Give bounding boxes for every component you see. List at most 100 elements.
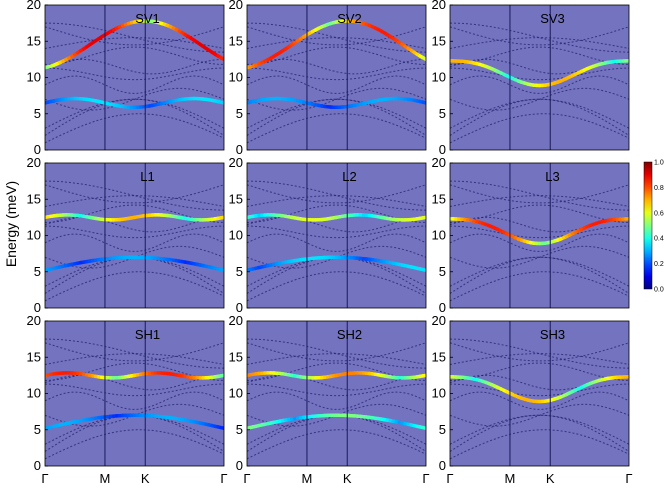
- y-tick-label: 15: [229, 33, 243, 48]
- y-tick-label: 15: [432, 191, 446, 206]
- y-tick-label: 20: [432, 313, 446, 328]
- background-branch: [45, 271, 224, 302]
- background-branch: [247, 256, 426, 287]
- background-branch: [247, 180, 426, 211]
- panel-background: [247, 5, 426, 150]
- background-branch: [450, 391, 629, 410]
- background-branch: [247, 67, 426, 81]
- y-tick-label: 5: [439, 422, 446, 437]
- background-branch: [45, 87, 224, 111]
- background-branch: [45, 374, 224, 391]
- y-tick-label: 0: [439, 300, 446, 315]
- y-axis-label: Energy (meV): [3, 181, 19, 267]
- y-tick-label: 10: [27, 70, 41, 85]
- y-tick-label: 5: [236, 422, 243, 437]
- background-branch: [247, 271, 426, 302]
- panel-sv2: SV2 0 5 10 15 20: [229, 0, 427, 157]
- y-tick-label: 15: [27, 191, 41, 206]
- background-branch: [247, 391, 426, 410]
- panel-background: [247, 321, 426, 466]
- y-tick-label: 20: [432, 155, 446, 170]
- background-branch: [450, 429, 629, 460]
- y-tick-label: 5: [34, 106, 41, 121]
- y-tick-label: 20: [27, 155, 41, 170]
- x-tick-label: Γ: [625, 471, 632, 486]
- background-branch: [450, 414, 629, 445]
- y-tick-label: 15: [27, 33, 41, 48]
- background-branch: [450, 184, 629, 204]
- y-tick-label: 20: [229, 313, 243, 328]
- weight-segment: [219, 100, 224, 105]
- background-branch: [450, 22, 629, 53]
- x-tick-label: Γ: [446, 471, 453, 486]
- x-tick-label: M: [505, 471, 516, 486]
- background-branch: [450, 204, 629, 223]
- colorbar-tick-label: 0.4: [654, 236, 664, 243]
- weight-segment: [421, 100, 426, 105]
- x-tick-label: K: [546, 471, 555, 486]
- panels-layer: SV1 0 5 10 15 20 SV2 0 5 10 15 20 SV3 0 5 10 15 20 L1 0 5 10 1…: [27, 0, 633, 486]
- background-branch: [45, 98, 224, 129]
- panel-background: [45, 321, 224, 466]
- y-tick-label: 5: [236, 264, 243, 279]
- y-tick-label: 15: [229, 349, 243, 364]
- y-tick-label: 5: [236, 106, 243, 121]
- x-tick-label: Γ: [220, 471, 227, 486]
- y-tick-label: 0: [439, 142, 446, 157]
- background-branch: [247, 113, 426, 144]
- colorbar-tick-label: 0.6: [654, 210, 664, 217]
- weight-segment: [219, 267, 224, 273]
- background-branch: [450, 403, 629, 427]
- weight-segment: [421, 373, 426, 378]
- y-tick-label: 0: [236, 142, 243, 157]
- y-tick-label: 20: [432, 0, 446, 12]
- background-branch: [450, 225, 629, 239]
- background-branch: [45, 67, 224, 81]
- background-branch: [450, 26, 629, 46]
- background-branch: [450, 75, 629, 94]
- background-branch: [247, 58, 426, 75]
- x-tick-label: M: [302, 471, 313, 486]
- panel-background: [450, 321, 629, 466]
- y-tick-label: 15: [432, 33, 446, 48]
- background-branch: [45, 216, 224, 233]
- x-tick-label: Γ: [41, 471, 48, 486]
- colorbar-gradient: [643, 161, 653, 290]
- background-branch: [45, 429, 224, 460]
- background-branch: [45, 180, 224, 211]
- y-tick-label: 0: [34, 142, 41, 157]
- panel-sv1: SV1 0 5 10 15 20: [27, 0, 225, 157]
- colorbar-tick-label: 0.8: [654, 185, 664, 192]
- y-tick-label: 5: [34, 422, 41, 437]
- background-branch: [247, 184, 426, 204]
- background-branch: [450, 342, 629, 362]
- panel-label: L1: [140, 169, 154, 184]
- background-branch: [247, 75, 426, 94]
- background-branch: [450, 87, 629, 111]
- y-tick-label: 20: [229, 155, 243, 170]
- panel-background: [450, 5, 629, 150]
- panel-label: SH1: [135, 327, 160, 342]
- background-branch: [45, 26, 224, 46]
- y-tick-label: 10: [229, 228, 243, 243]
- y-tick-label: 5: [34, 264, 41, 279]
- panel-sv3: SV3 0 5 10 15 20: [432, 0, 630, 157]
- y-tick-label: 0: [34, 300, 41, 315]
- panel-label: SV1: [135, 11, 160, 26]
- y-tick-label: 15: [432, 349, 446, 364]
- y-tick-label: 10: [27, 386, 41, 401]
- weight-segment: [421, 55, 426, 62]
- weight-segment: [421, 215, 426, 220]
- y-tick-label: 15: [229, 191, 243, 206]
- background-branch: [247, 98, 426, 129]
- panel-label: SH2: [337, 327, 362, 342]
- panel-l3: L3 0 5 10 15 20: [432, 155, 630, 315]
- colorbar: 0.0 0.2 0.4 0.6 0.8 1.0: [643, 160, 664, 294]
- background-branch: [45, 383, 224, 397]
- panel-sh1: SH1 0 5 10 15 20 Γ M K Γ: [27, 313, 228, 486]
- background-branch: [450, 233, 629, 252]
- background-branch: [450, 98, 629, 129]
- background-branch: [247, 338, 426, 369]
- panel-label: SV3: [540, 11, 565, 26]
